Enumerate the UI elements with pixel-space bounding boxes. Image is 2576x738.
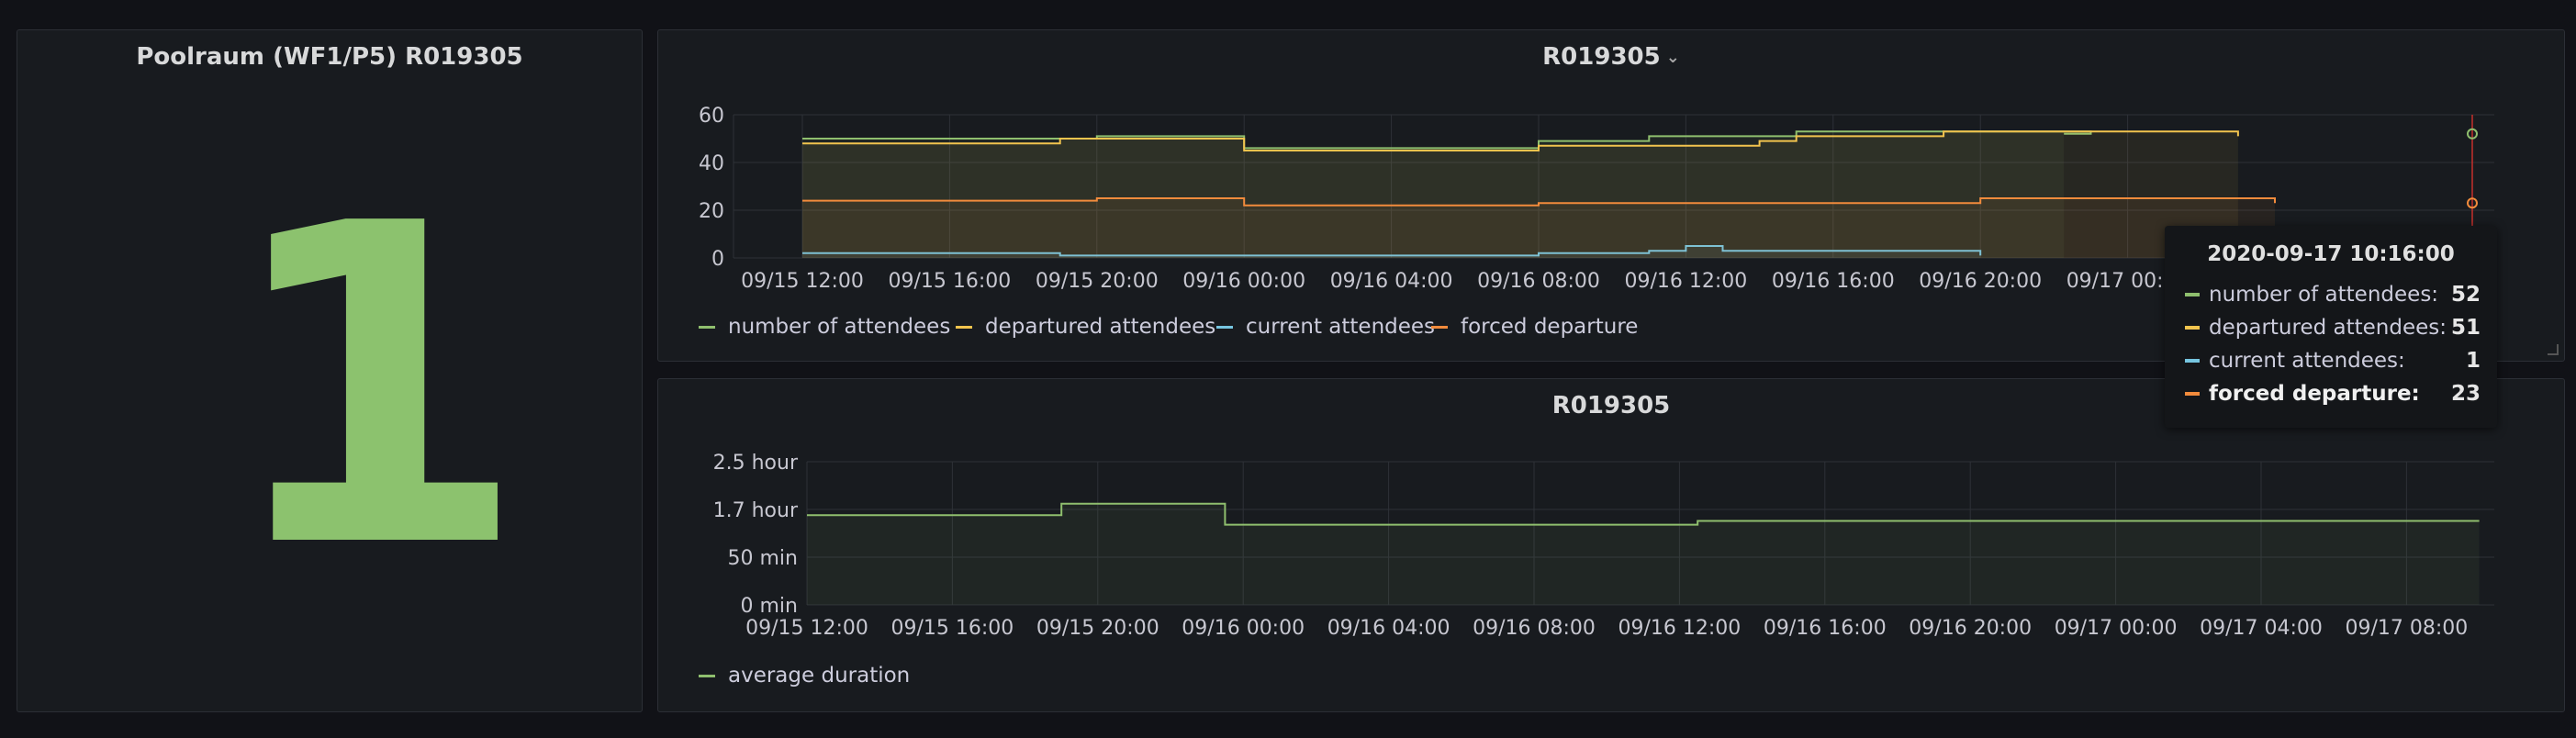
legend-item[interactable]: current attendees [1216, 315, 1435, 339]
hover-point-marker [2467, 197, 2478, 209]
x-tick-label: 09/17 08:00 [2346, 617, 2469, 640]
legend-label: average duration [728, 664, 911, 688]
tooltip-value: 1 [2465, 349, 2481, 373]
attendees-chart[interactable]: 0 20 40 60 09/15 12:00 09/15 16:00 09/15 20:00… [658, 30, 2566, 363]
y-tick-label: 50 min [728, 547, 798, 570]
series-area [807, 503, 2480, 605]
tooltip-time: 2020-09-17 10:16:00 [2207, 242, 2455, 266]
duration-graph-title[interactable]: R019305 [1551, 392, 1671, 419]
chevron-down-icon[interactable]: ⌄ [1665, 48, 1680, 67]
x-tick-label: 09/16 08:00 [1473, 617, 1596, 640]
legend-label: forced departure [1461, 315, 1639, 339]
series-area [802, 246, 1981, 258]
tooltip-row: number of attendees: 52 [2185, 281, 2481, 308]
x-tick-label: 09/16 12:00 [1618, 617, 1742, 640]
x-tick-label: 09/15 12:00 [745, 617, 868, 640]
tooltip-swatch [2185, 392, 2200, 396]
y-tick-label: 60 [699, 105, 724, 128]
x-tick-label: 09/16 08:00 [1477, 270, 1600, 293]
attendees-graph-title-text: R019305 [1542, 43, 1661, 71]
x-tick-label: 09/16 00:00 [1182, 617, 1305, 640]
x-tick-label: 09/16 20:00 [1909, 617, 2032, 640]
legend-item[interactable]: average duration [699, 664, 910, 688]
series-line[interactable] [802, 130, 2239, 151]
resize-handle[interactable] [2548, 344, 2559, 355]
y-tick-label: 2.5 hour [713, 452, 799, 475]
tooltip-swatch [2185, 359, 2200, 363]
duration-chart[interactable]: 0 min 50 min 1.7 hour 2.5 hour 09/15 12:00 09… [658, 379, 2566, 713]
stat-panel[interactable]: Poolraum (WF1/P5) R019305 1 [17, 29, 643, 712]
y-tick-label: 0 [711, 248, 724, 271]
x-tick-label: 09/15 16:00 [891, 617, 1014, 640]
y-tick-label: 1.7 hour [713, 499, 799, 522]
legend-swatch [1216, 325, 1233, 329]
y-tick-label: 0 min [741, 595, 798, 618]
attendees-graph-title[interactable]: R019305 ⌄ [658, 43, 2564, 71]
legend-swatch [956, 325, 972, 329]
series-line[interactable] [802, 197, 2276, 207]
tooltip-label: current attendees: [2209, 349, 2405, 373]
tooltip-label: departured attendees: [2209, 316, 2447, 340]
tooltip-value: 51 [2450, 316, 2481, 340]
duration-graph-panel[interactable]: R019305 0 min 50 min 1.7 hour 2.5 hour 09/15… [657, 378, 2565, 712]
x-tick-label: 09/16 20:00 [1919, 270, 2042, 293]
x-tick-label: 09/16 04:00 [1327, 617, 1450, 640]
tooltip-swatch [2185, 293, 2200, 296]
tooltip-row: forced departure: 23 [2185, 380, 2481, 408]
series-area [802, 131, 2238, 258]
legend-item[interactable]: forced departure [1431, 315, 1638, 339]
tooltip-label: number of attendees: [2209, 283, 2439, 307]
legend-item[interactable]: number of attendees [699, 315, 950, 339]
attendees-graph-panel[interactable]: R019305 ⌄ 0 20 40 60 09/15 12:00 09/15 16:00 09… [657, 29, 2565, 362]
legend-swatch [699, 325, 715, 329]
series-line[interactable] [802, 245, 1982, 257]
legend-item[interactable]: departured attendees [956, 315, 1215, 339]
y-tick-label: 20 [699, 200, 724, 223]
stat-panel-title[interactable]: Poolraum (WF1/P5) R019305 [136, 43, 523, 71]
y-tick-label: 40 [699, 152, 724, 175]
x-tick-label: 09/15 20:00 [1036, 617, 1159, 640]
legend-label: departured attendees [985, 315, 1216, 339]
x-tick-label: 09/15 12:00 [741, 270, 864, 293]
x-tick-label: 09/16 16:00 [1772, 270, 1895, 293]
tooltip-label: forced departure: [2209, 382, 2420, 406]
x-tick-label: 09/17 04:00 [2200, 617, 2323, 640]
legend-swatch [1431, 325, 1448, 329]
legend-label: current attendees [1246, 315, 1436, 339]
tooltip-swatch [2185, 326, 2200, 330]
tooltip-row: departured attendees: 51 [2185, 314, 2481, 341]
tooltip-value: 52 [2450, 283, 2481, 307]
x-tick-label: 09/16 04:00 [1330, 270, 1453, 293]
x-tick-label: 09/16 12:00 [1625, 270, 1748, 293]
x-tick-label: 09/15 20:00 [1036, 270, 1159, 293]
legend-label: number of attendees [728, 315, 951, 339]
x-tick-label: 09/15 16:00 [889, 270, 1012, 293]
series-area [802, 131, 2091, 258]
series-area [802, 198, 2275, 258]
x-tick-label: 09/17 00:00 [2055, 617, 2178, 640]
x-tick-label: 09/16 00:00 [1182, 270, 1305, 293]
x-tick-label: 09/16 16:00 [1764, 617, 1887, 640]
tooltip-value: 23 [2450, 382, 2481, 406]
series-line[interactable] [807, 502, 2480, 526]
stat-value: 1 [221, 131, 528, 644]
tooltip-row: current attendees: 1 [2185, 347, 2481, 375]
hover-point-marker [2467, 128, 2478, 140]
legend-swatch [699, 674, 715, 677]
hover-tooltip: 2020-09-17 10:16:00 number of attendees:… [2165, 226, 2497, 428]
